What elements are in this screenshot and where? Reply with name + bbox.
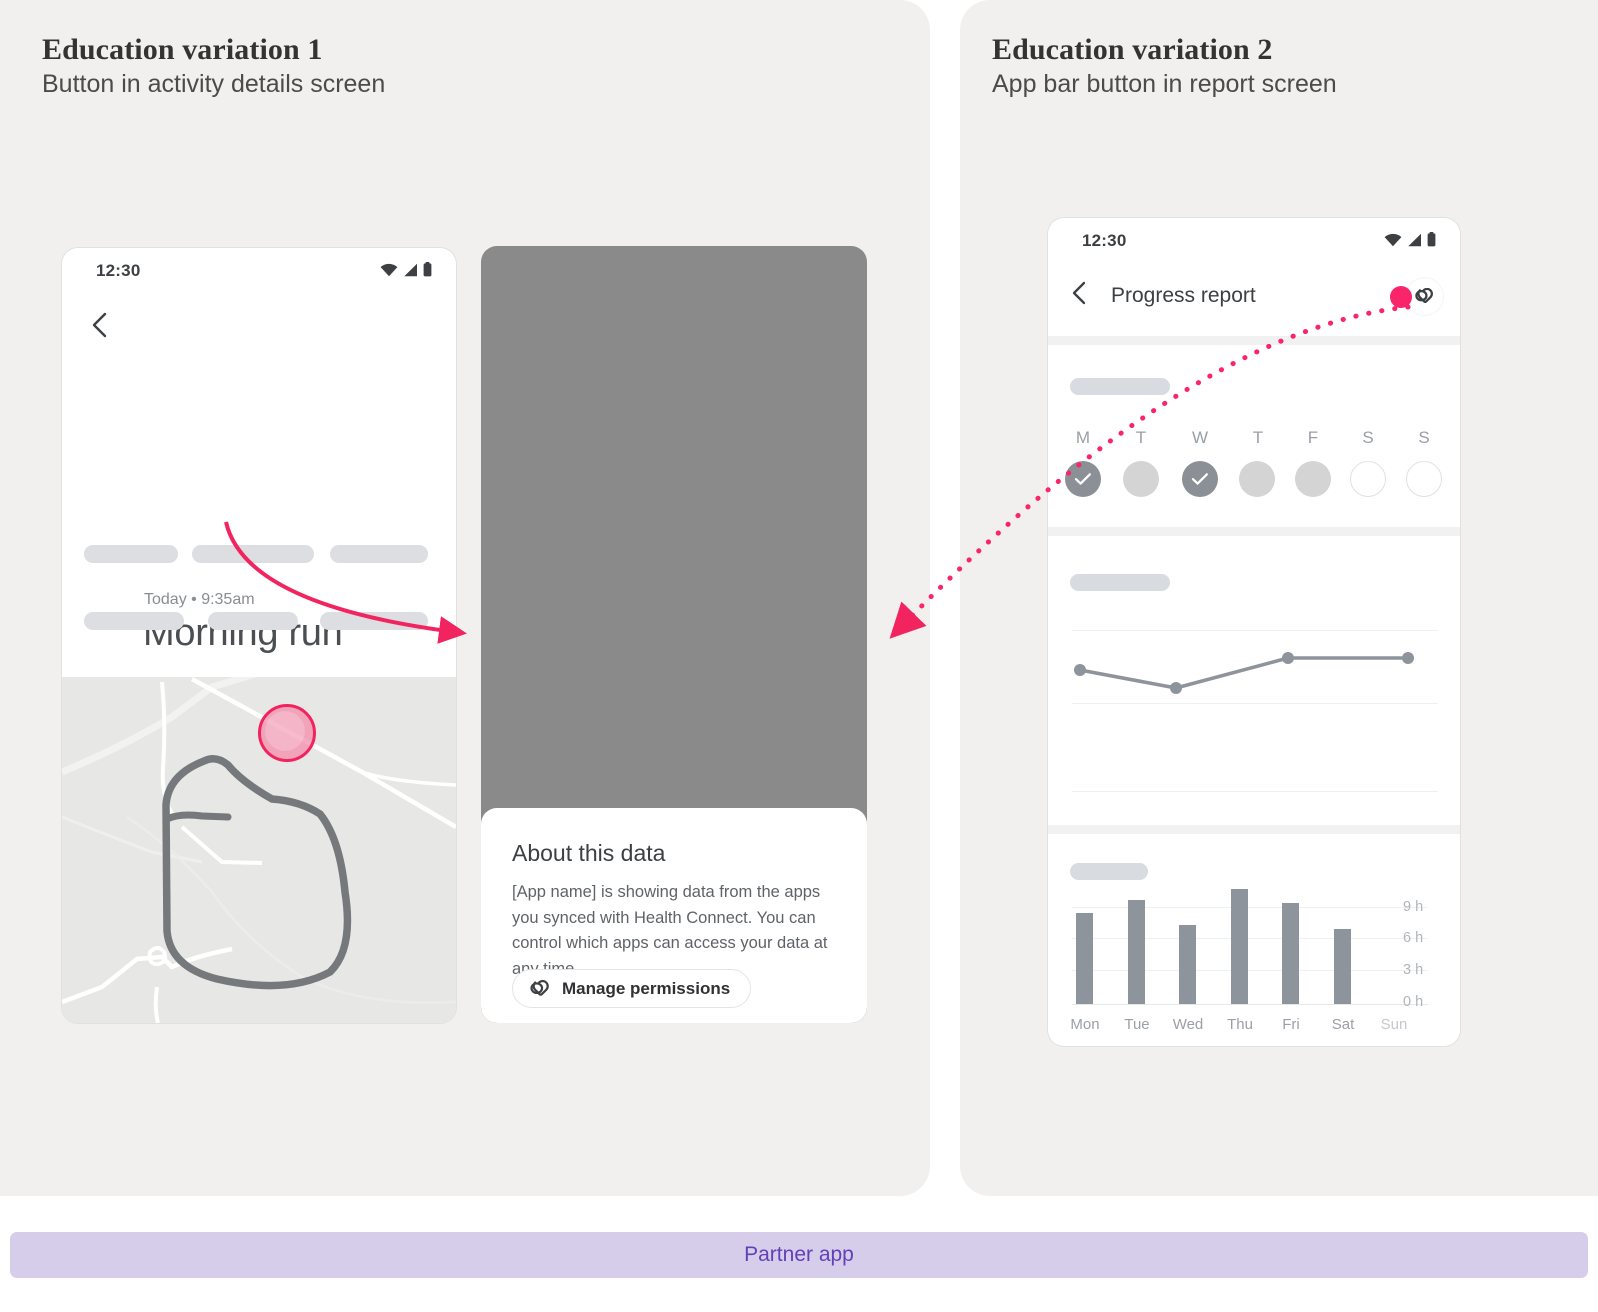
y-axis-tick: 6 h — [1403, 930, 1424, 946]
bar — [1334, 929, 1351, 1004]
weekday-letter: T — [1252, 428, 1264, 447]
section-divider — [1048, 336, 1460, 345]
dialog-title: About this data — [512, 840, 666, 866]
about-this-data-card: About this data [App name] is showing da… — [481, 808, 867, 1023]
page-title: Progress report — [1111, 284, 1256, 307]
status-icons — [380, 262, 432, 277]
partner-app-band: Partner app — [10, 1232, 1588, 1278]
skeleton-bar — [1070, 574, 1170, 591]
bar — [1179, 925, 1196, 1004]
weekday-toggle-checked[interactable] — [1065, 461, 1101, 497]
weekday-letter: W — [1191, 428, 1209, 447]
grid-line — [1072, 630, 1438, 631]
weekday-toggle-empty[interactable] — [1350, 461, 1386, 497]
x-axis-tick: Thu — [1227, 1016, 1253, 1033]
health-connect-icon — [529, 979, 551, 998]
skeleton-bar — [1070, 863, 1148, 880]
section-divider — [1048, 527, 1460, 536]
annotation-arrow-dotted — [889, 304, 1411, 639]
skeleton-bar — [192, 545, 314, 563]
status-time: 12:30 — [1082, 231, 1127, 250]
status-bar: 12:30 — [1048, 218, 1460, 264]
route-map-illustration — [62, 677, 456, 1023]
weekday-toggle-filled[interactable] — [1295, 461, 1331, 497]
y-axis-tick: 0 h — [1403, 994, 1424, 1010]
skeleton-bar — [84, 545, 178, 563]
check-icon — [1074, 473, 1091, 485]
weekday-letter: M — [1075, 428, 1091, 447]
weekday-toggle-filled[interactable] — [1239, 461, 1275, 497]
data-point — [1402, 652, 1414, 664]
status-bar: 12:30 — [62, 248, 456, 294]
grid-line — [1072, 907, 1428, 908]
wifi-icon — [380, 263, 398, 276]
annotation-arrow-curved — [224, 521, 467, 644]
app-bar: Progress report — [1048, 264, 1460, 326]
x-axis-tick: Mon — [1070, 1016, 1100, 1033]
activity-date: Today • 9:35am — [144, 591, 255, 608]
back-button[interactable] — [89, 312, 111, 338]
y-axis-tick: 9 h — [1403, 899, 1424, 915]
grid-line — [1072, 938, 1428, 939]
y-axis-tick: 3 h — [1403, 962, 1424, 978]
panel-1-title: Education variation 1 — [42, 33, 323, 66]
hotspot-inner-ring — [265, 711, 305, 751]
weekday-toggle-checked[interactable] — [1182, 461, 1218, 497]
annotation-hotspot-circle — [258, 704, 316, 762]
cellular-signal-icon — [404, 263, 417, 276]
bar — [1076, 913, 1093, 1004]
status-icons — [1384, 232, 1436, 247]
section-divider — [1048, 825, 1460, 834]
bar — [1128, 900, 1145, 1004]
skeleton-bar — [84, 612, 184, 630]
dialog-body-text: [App name] is showing data from the apps… — [512, 883, 828, 978]
weekday-letter: S — [1362, 428, 1374, 447]
grid-line — [1072, 970, 1428, 971]
cellular-signal-icon — [1408, 233, 1421, 246]
manage-permissions-label: Manage permissions — [562, 978, 731, 998]
bar — [1231, 889, 1248, 1004]
battery-icon — [423, 262, 432, 277]
activity-details-phone: 12:30 Today • 9:35am Morning run Data ad… — [62, 248, 456, 1023]
health-connect-icon — [1415, 288, 1433, 304]
x-axis-tick: Fri — [1282, 1016, 1300, 1033]
weekday-toggle-filled[interactable] — [1123, 461, 1159, 497]
wifi-icon — [1384, 233, 1402, 246]
data-point — [1170, 682, 1182, 694]
health-connect-appbar-button[interactable] — [1406, 278, 1443, 315]
weekday-letter: T — [1135, 428, 1147, 447]
data-point — [1074, 664, 1086, 676]
x-axis-tick: Tue — [1124, 1016, 1150, 1033]
about-data-dialog-phone: About this data [App name] is showing da… — [481, 246, 867, 1023]
skeleton-bar — [1070, 378, 1170, 395]
manage-permissions-button[interactable]: Manage permissions — [512, 969, 752, 1008]
grid-line — [1072, 791, 1438, 792]
weekday-letter: F — [1307, 428, 1319, 447]
battery-icon — [1427, 232, 1436, 247]
check-icon — [1191, 473, 1208, 485]
x-axis-tick: Sat — [1331, 1016, 1355, 1033]
partner-app-label: Partner app — [744, 1243, 854, 1266]
weekday-letter: S — [1418, 428, 1430, 447]
bar-chart-baseline — [1072, 1004, 1428, 1005]
panel-2-title: Education variation 2 — [992, 33, 1273, 66]
x-axis-tick: Sun — [1380, 1016, 1408, 1033]
weekday-toggle-empty[interactable] — [1406, 461, 1442, 497]
panel-1-subtitle: Button in activity details screen — [42, 70, 386, 98]
data-point — [1282, 652, 1294, 664]
skeleton-bar — [208, 612, 298, 630]
grid-line — [1072, 703, 1438, 704]
bar — [1282, 903, 1299, 1004]
back-chevron-icon — [92, 312, 107, 338]
annotation-hotspot-dot — [1390, 286, 1412, 308]
skeleton-bar — [330, 545, 428, 563]
back-button[interactable] — [1070, 281, 1090, 305]
x-axis-tick: Wed — [1172, 1016, 1204, 1033]
back-chevron-icon — [1072, 281, 1086, 305]
status-time: 12:30 — [96, 261, 141, 280]
panel-2-subtitle: App bar button in report screen — [992, 70, 1337, 98]
line-chart-series — [1074, 652, 1414, 694]
progress-report-phone: 12:30 Progress report — [1048, 218, 1460, 1046]
